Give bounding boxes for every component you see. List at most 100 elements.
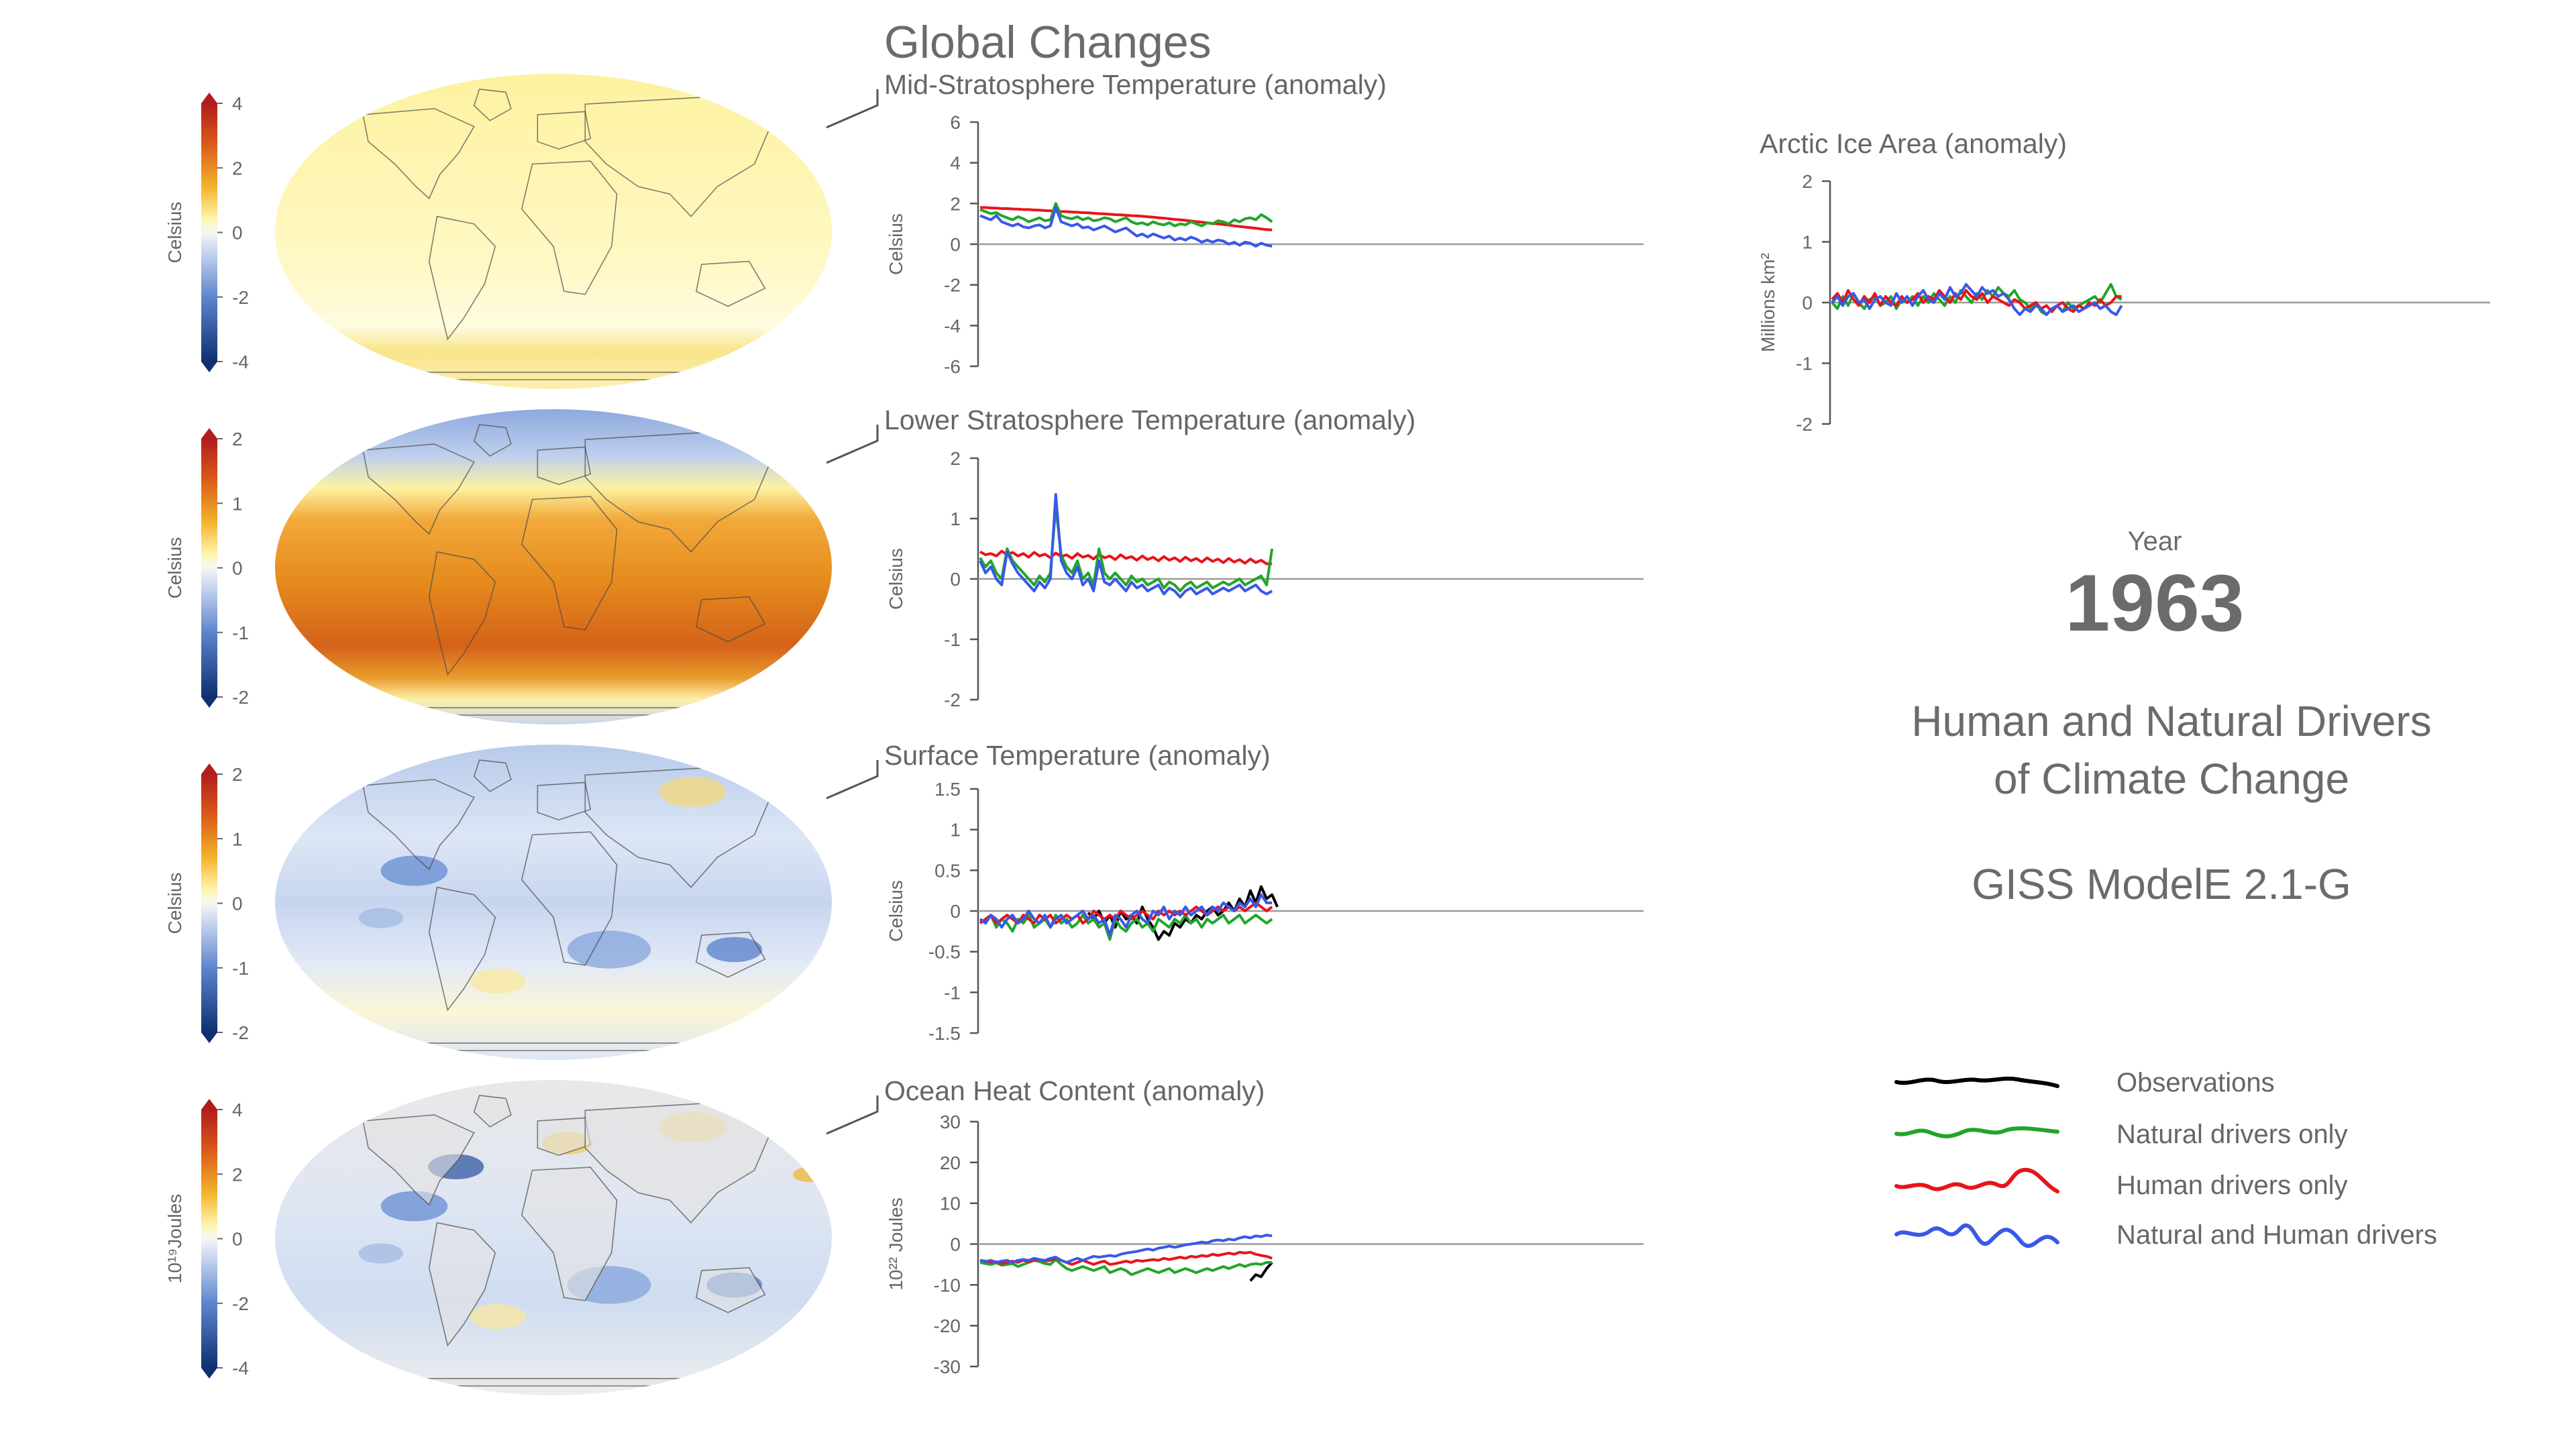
y-tick-label: -4 (944, 315, 961, 336)
y-tick-label: 1 (950, 508, 961, 529)
connector-line (826, 425, 879, 464)
y-tick-label: 2 (950, 448, 961, 469)
colorbar-bottom-arrow (201, 1032, 217, 1043)
series-line-both (979, 493, 1273, 598)
colorbar-mid-strat: 4 2 0 -2 -4 Celsius (164, 93, 249, 372)
legend: Observations Natural drivers only Human dr… (1894, 1068, 2437, 1250)
series-line-both (979, 1234, 1273, 1264)
charts-column: Mid-Stratosphere Temperature (anomaly) 6 4… (884, 69, 2490, 1377)
subtitle-line2: of Climate Change (1994, 755, 2349, 803)
year-label: Year (2128, 527, 2182, 556)
legend-label: Natural and Human drivers (2116, 1220, 2437, 1250)
y-axis-label: 10²² Joules (885, 1197, 906, 1291)
colorbar-top-arrow (201, 428, 217, 439)
legend-label: Natural drivers only (2116, 1120, 2348, 1149)
chart-title: Arctic Ice Area (anomaly) (1760, 128, 2067, 159)
y-tick-label: 0 (950, 1234, 961, 1255)
colorbar-tick-label: 2 (232, 1164, 243, 1185)
y-tick-label: 10 (940, 1193, 961, 1214)
colorbar-top-arrow (201, 93, 217, 103)
chart-title: Mid-Stratosphere Temperature (anomaly) (884, 69, 1387, 100)
colorbar-tick-label: 2 (232, 764, 243, 785)
y-tick-label: 0 (1802, 292, 1813, 313)
world-map-ocean-heat-icon (275, 1080, 832, 1395)
colorbar-tick-label: -2 (232, 1293, 249, 1314)
colorbar-tick-label: -1 (232, 958, 249, 979)
colorbar-label: Celsius (164, 202, 185, 264)
colorbar-gradient (201, 1110, 217, 1368)
y-axis-label: Celsius (885, 548, 906, 610)
world-map-lower-stratosphere-icon (275, 409, 832, 724)
colorbar-tick-label: 1 (232, 828, 243, 849)
y-tick-label: -2 (944, 690, 961, 710)
y-tick-label: -20 (934, 1316, 961, 1336)
legend-label: Observations (2116, 1068, 2275, 1097)
y-tick-label: 0.5 (934, 860, 961, 881)
subtitle-line1: Human and Natural Drivers (1911, 697, 2431, 745)
colorbar-tick-label: -1 (232, 623, 249, 643)
series-line-human (1831, 288, 2122, 313)
colorbar-tick-label: -4 (232, 1358, 249, 1379)
chart-title: Surface Temperature (anomaly) (884, 740, 1271, 771)
chart-title: Lower Stratosphere Temperature (anomaly) (884, 405, 1415, 435)
legend-item-both: Natural and Human drivers (1894, 1220, 2437, 1250)
y-tick-label: -1.5 (928, 1023, 961, 1044)
colorbar-label: Celsius (164, 873, 185, 934)
y-tick-label: 0 (950, 234, 961, 255)
y-tick-label: -1 (1796, 354, 1813, 374)
main-title: Global Changes (884, 17, 1212, 68)
colorbar-tick-label: 0 (232, 1229, 243, 1250)
chart-arctic-ice: Arctic Ice Area (anomaly) 2 1 0 -1 -2 Millions… (1758, 128, 2490, 435)
colorbar-tick-label: -2 (232, 1022, 249, 1043)
chart-mid-stratosphere: Mid-Stratosphere Temperature (anomaly) 6 4… (884, 69, 1644, 377)
colorbar-top-arrow (201, 1099, 217, 1110)
y-tick-label: -1 (944, 629, 961, 650)
y-tick-label: 2 (1802, 171, 1813, 192)
colorbar-top-arrow (201, 763, 217, 774)
y-tick-label: 4 (950, 153, 961, 174)
series-line-human (979, 901, 1273, 925)
legend-label: Human drivers only (2116, 1171, 2348, 1200)
y-tick-label: -1 (944, 982, 961, 1003)
series-line-human (980, 206, 1273, 231)
y-tick-label: -6 (944, 356, 961, 377)
legend-item-human: Human drivers only (1894, 1167, 2348, 1200)
colorbar-bottom-arrow (201, 697, 217, 708)
series-line-human (979, 549, 1273, 566)
colorbar-tick-label: 0 (232, 223, 243, 244)
legend-item-natural: Natural drivers only (1894, 1120, 2348, 1149)
colorbar-lower-strat: 2 1 0 -1 -2 Celsius (164, 428, 249, 708)
colorbar-tick-label: 2 (232, 429, 243, 449)
chart-ocean-heat: Ocean Heat Content (anomaly) 30 20 10 0 -10 -2… (884, 1075, 1644, 1377)
series-line-both (1831, 282, 2123, 317)
chart-surface: Surface Temperature (anomaly) 1.5 1 0.5 0 -0.… (884, 740, 1644, 1044)
world-map-mid-stratosphere-icon (275, 74, 832, 389)
maps-column: 4 2 0 -2 -4 Celsius 2 1 0 -1 -2 Celsius 2 1 0 -1 -2 Celsi… (164, 74, 879, 1395)
y-tick-label: 1 (1802, 232, 1813, 253)
series-line-both (979, 893, 1273, 937)
y-tick-label: 6 (950, 112, 961, 133)
info-panel: Year 1963 Human and Natural Drivers of C… (1911, 527, 2431, 908)
colorbar-surface: 2 1 0 -1 -2 Celsius (164, 763, 249, 1043)
colorbar-ocean: 4 2 0 -2 -4 10¹⁹Joules (164, 1099, 249, 1379)
y-tick-label: -10 (934, 1275, 961, 1295)
y-axis-label: Celsius (885, 880, 906, 942)
connector-line (826, 760, 879, 800)
y-tick-label: 20 (940, 1152, 961, 1173)
y-tick-label: 2 (950, 193, 961, 214)
colorbar-tick-label: 4 (232, 93, 243, 114)
series-line-both (979, 206, 1273, 248)
y-tick-label: -0.5 (928, 942, 961, 963)
connector-line (826, 89, 879, 129)
colorbar-bottom-arrow (201, 362, 217, 372)
colorbar-bottom-arrow (201, 1368, 217, 1379)
legend-item-observations: Observations (1894, 1068, 2275, 1097)
y-tick-label: -2 (944, 275, 961, 296)
y-tick-label: 1 (950, 820, 961, 841)
y-tick-label: 1.5 (934, 779, 961, 800)
y-axis-label: Millions km² (1758, 253, 1778, 352)
map-panel-ocean: 4 2 0 -2 -4 10¹⁹Joules (164, 1080, 879, 1395)
colorbar-gradient (201, 774, 217, 1032)
legend-swatch (1894, 1223, 2059, 1248)
